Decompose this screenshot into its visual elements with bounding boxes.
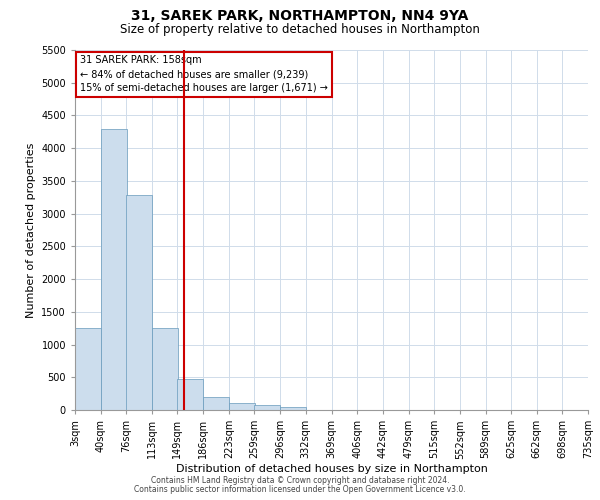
Text: Contains public sector information licensed under the Open Government Licence v3: Contains public sector information licen… bbox=[134, 485, 466, 494]
Text: Size of property relative to detached houses in Northampton: Size of property relative to detached ho… bbox=[120, 22, 480, 36]
Text: Contains HM Land Registry data © Crown copyright and database right 2024.: Contains HM Land Registry data © Crown c… bbox=[151, 476, 449, 485]
Bar bbox=[280, 406, 306, 410]
Text: 31 SAREK PARK: 158sqm
← 84% of detached houses are smaller (9,239)
15% of semi-d: 31 SAREK PARK: 158sqm ← 84% of detached … bbox=[80, 56, 328, 94]
Bar bbox=[75, 328, 101, 410]
Y-axis label: Number of detached properties: Number of detached properties bbox=[26, 142, 35, 318]
Bar bbox=[203, 397, 229, 410]
Bar bbox=[101, 128, 127, 410]
Bar bbox=[178, 378, 203, 410]
Bar bbox=[152, 328, 178, 410]
Bar bbox=[254, 406, 280, 410]
Text: 31, SAREK PARK, NORTHAMPTON, NN4 9YA: 31, SAREK PARK, NORTHAMPTON, NN4 9YA bbox=[131, 9, 469, 23]
Bar bbox=[126, 196, 152, 410]
X-axis label: Distribution of detached houses by size in Northampton: Distribution of detached houses by size … bbox=[176, 464, 487, 474]
Bar bbox=[229, 404, 255, 410]
